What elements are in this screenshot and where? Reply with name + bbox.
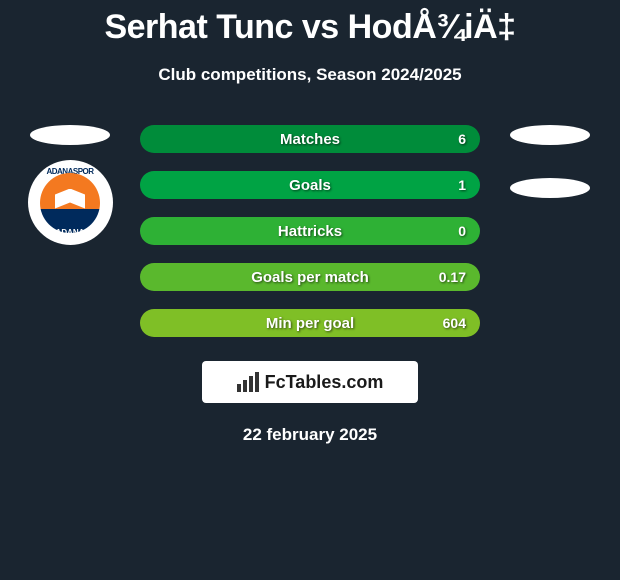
player-placeholder-icon xyxy=(510,125,590,145)
stats-area: Matches 6 Goals 1 Hattricks 0 Goals per … xyxy=(140,125,480,337)
page-title: Serhat Tunc vs HodÅ¾iÄ‡ xyxy=(0,0,620,47)
club-placeholder-icon xyxy=(510,178,590,198)
stat-bar-goals-per-match: Goals per match 0.17 xyxy=(140,263,480,291)
content-area: ADANASPOR ADANA Matches 6 Goals 1 Hattri… xyxy=(0,125,620,337)
stat-value: 604 xyxy=(443,315,466,331)
date-text: 22 february 2025 xyxy=(0,425,620,445)
stat-value: 1 xyxy=(458,177,466,193)
stat-label: Matches xyxy=(280,131,340,148)
badge-inner xyxy=(40,173,100,233)
stat-label: Min per goal xyxy=(266,315,354,332)
badge-book-icon xyxy=(55,189,85,209)
stat-bar-matches: Matches 6 xyxy=(140,125,480,153)
stat-label: Goals per match xyxy=(251,269,369,286)
stat-bar-goals: Goals 1 xyxy=(140,171,480,199)
stat-label: Goals xyxy=(289,177,331,194)
branding-box[interactable]: FcTables.com xyxy=(202,361,418,403)
player-placeholder-icon xyxy=(30,125,110,145)
stat-label: Hattricks xyxy=(278,223,342,240)
badge-bottom-text: ADANA xyxy=(56,228,85,237)
brand-text: FcTables.com xyxy=(265,372,384,393)
stat-value: 0.17 xyxy=(439,269,466,285)
stat-value: 0 xyxy=(458,223,466,239)
stat-bar-hattricks: Hattricks 0 xyxy=(140,217,480,245)
subtitle: Club competitions, Season 2024/2025 xyxy=(0,65,620,85)
stat-value: 6 xyxy=(458,131,466,147)
left-player-column: ADANASPOR ADANA xyxy=(20,125,120,245)
bar-chart-icon xyxy=(237,372,259,392)
stat-bar-min-per-goal: Min per goal 604 xyxy=(140,309,480,337)
right-player-column xyxy=(500,125,600,198)
club-badge-adanaspor: ADANASPOR ADANA xyxy=(28,160,113,245)
